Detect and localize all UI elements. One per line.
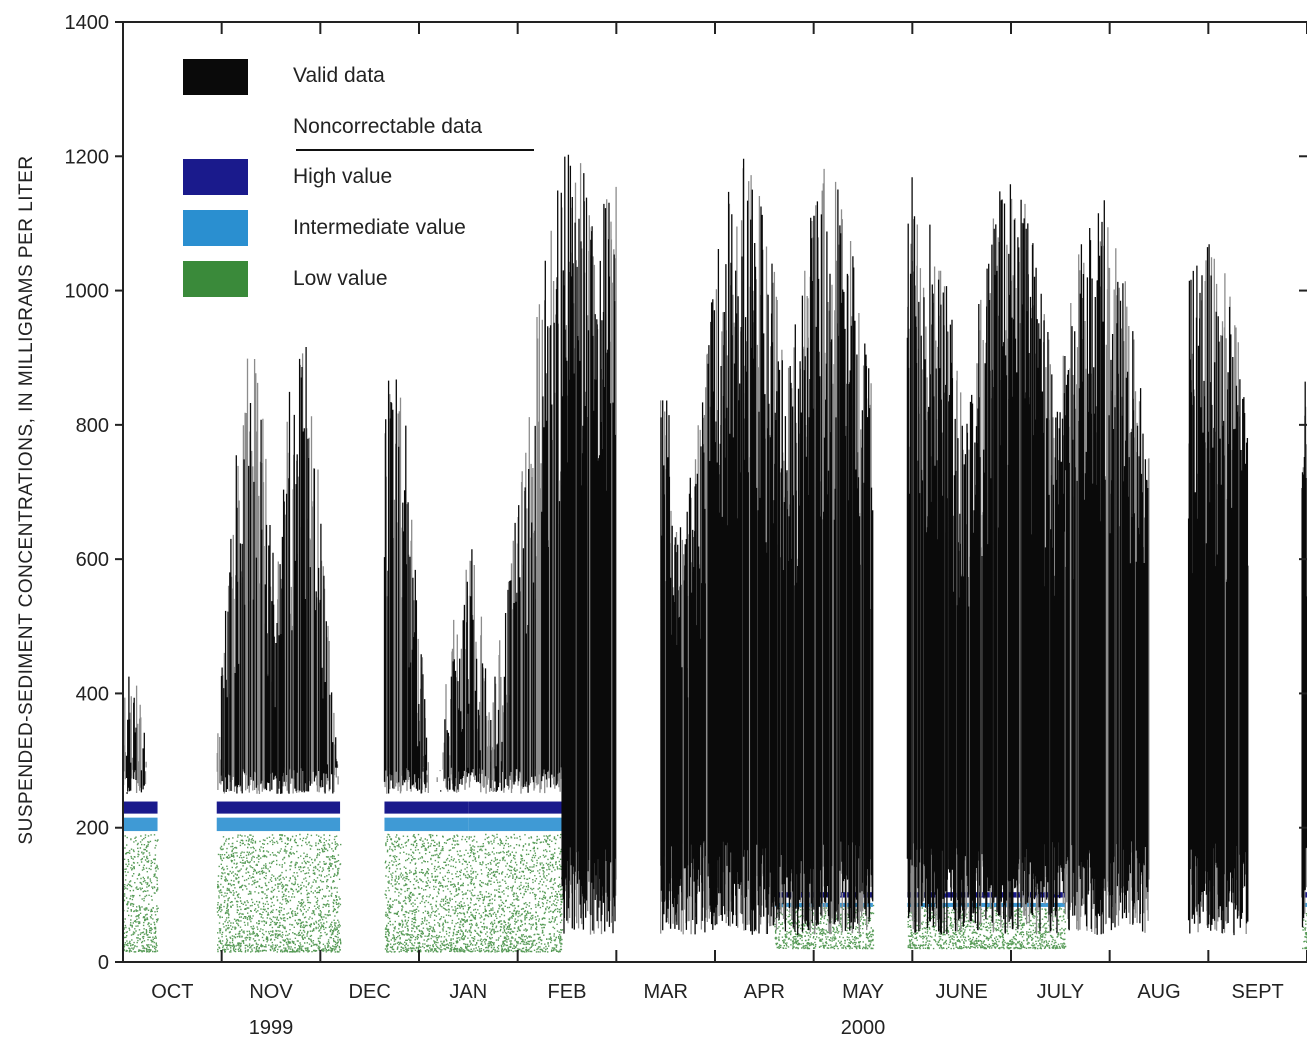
x-tick-label: SEPT [1232, 981, 1284, 1003]
high-value-band [384, 801, 469, 814]
legend-swatch-valid [183, 59, 248, 95]
valid-data-trace [1187, 244, 1249, 936]
intermediate-value-band [123, 817, 158, 832]
valid-data-trace [1301, 381, 1307, 928]
legend-label-intermediate: Intermediate value [293, 216, 466, 239]
x-tick-label: DEC [349, 981, 391, 1003]
valid-data-trace [561, 154, 616, 934]
high-value-band [774, 892, 873, 898]
y-tick-label: 800 [76, 415, 109, 437]
axes-layer: 0 200 400 600 800 1000 1200 1400 OCT NOV DEC JAN FEB… [65, 12, 1307, 1039]
x-tick-label: OCT [151, 981, 193, 1003]
y-tick-label: 1000 [65, 281, 110, 303]
x-tick-label: JAN [449, 981, 487, 1003]
x-tick-label: JULY [1037, 981, 1084, 1003]
low-value-band [468, 833, 564, 953]
legend-label-high: High value [293, 165, 392, 188]
valid-data-trace [468, 190, 562, 793]
x-tick-label: MAY [842, 981, 884, 1003]
valid-data-trace [1065, 200, 1149, 935]
legend-swatch-high [183, 159, 248, 195]
y-tick-label: 400 [76, 683, 109, 705]
intermediate-value-band [384, 817, 469, 832]
legend-label-low: Low value [293, 267, 388, 290]
x-tick-label: AUG [1137, 981, 1180, 1003]
valid-data-trace [660, 158, 874, 936]
valid-data-trace [383, 379, 469, 794]
x-tick-label: MAR [643, 981, 687, 1003]
x-tick-label: APR [744, 981, 785, 1003]
year-label: 1999 [249, 1017, 294, 1039]
high-value-band [468, 801, 563, 814]
x-tick-label: JUNE [936, 981, 988, 1003]
low-value-band [123, 834, 159, 953]
y-tick-label: 200 [76, 818, 109, 840]
legend: Valid data Noncorrectable data High valu… [183, 59, 534, 297]
high-value-band [216, 801, 341, 814]
low-value-band [907, 904, 1067, 950]
low-value-band [774, 904, 875, 950]
low-value-band [216, 833, 342, 953]
y-tick-label: 600 [76, 549, 109, 571]
valid-data-trace [906, 177, 1066, 935]
valid-data-trace [125, 676, 145, 794]
y-tick-label: 1200 [65, 146, 110, 168]
y-tick-label: 0 [98, 952, 109, 974]
valid-data-trace [220, 347, 338, 794]
x-tick-label: FEB [548, 981, 587, 1003]
low-value-band [384, 833, 470, 953]
intermediate-value-band [774, 902, 873, 907]
intermediate-value-band [468, 817, 563, 832]
y-axis-title: SUSPENDED-SEDIMENT CONCENTRATIONS, IN MI… [16, 155, 37, 844]
legend-swatch-low [183, 261, 248, 297]
legend-noncorrectable-header: Noncorrectable data [293, 115, 482, 138]
x-tick-label: NOV [249, 981, 293, 1003]
legend-swatch-intermediate [183, 210, 248, 246]
data-layer [122, 154, 1307, 953]
y-tick-label: 1400 [65, 12, 110, 34]
high-value-band [123, 801, 158, 814]
legend-label-valid: Valid data [293, 64, 385, 87]
intermediate-value-band [216, 817, 341, 832]
year-label: 2000 [841, 1017, 886, 1039]
